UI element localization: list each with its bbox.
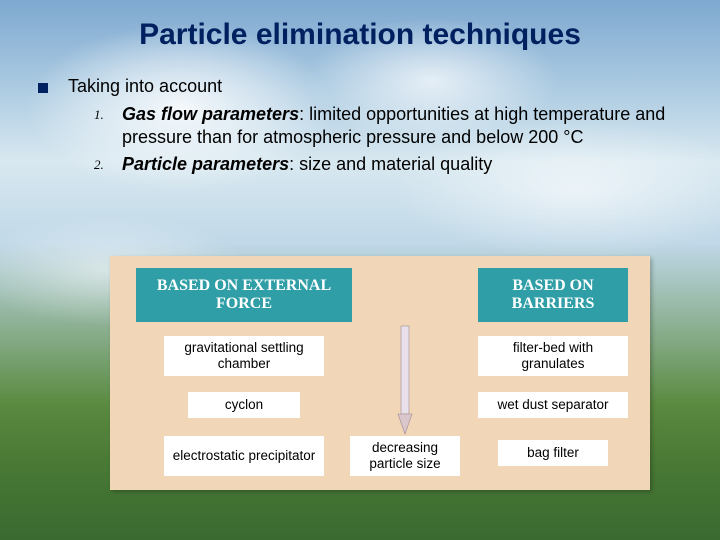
cell-wet-separator: wet dust separator <box>478 392 628 418</box>
cell-bag-filter: bag filter <box>498 440 608 466</box>
cell-gravitational: gravitational settling chamber <box>164 336 324 376</box>
bullet-row: Taking into account <box>38 76 690 97</box>
slide-title: Particle elimination techniques <box>0 18 720 52</box>
cell-electrostatic: electrostatic precipitator <box>164 436 324 476</box>
lead-text: Taking into account <box>68 76 222 97</box>
bullet-square-icon <box>38 83 48 93</box>
arrow-head <box>398 414 412 434</box>
sub-text-2: Particle parameters: size and material q… <box>122 153 492 176</box>
slide: Particle elimination techniques Taking i… <box>0 0 720 540</box>
head-barriers: BASED ON BARRIERS <box>478 268 628 322</box>
cell-filter-bed: filter-bed with granulates <box>478 336 628 376</box>
term-1: Gas flow parameters <box>122 104 299 124</box>
sub-text-1: Gas flow parameters: limited opportuniti… <box>122 103 690 149</box>
cell-cyclon: cyclon <box>188 392 300 418</box>
diagram-panel: BASED ON EXTERNAL FORCE BASED ON BARRIER… <box>110 256 650 490</box>
content-area: Taking into account 1. Gas flow paramete… <box>38 76 690 180</box>
cell-decreasing-size: decreasing particle size <box>350 436 460 476</box>
term-2: Particle parameters <box>122 154 289 174</box>
sub-item-1: 1. Gas flow parameters: limited opportun… <box>94 103 690 149</box>
arrow-shaft <box>401 326 409 414</box>
sub-num-1: 1. <box>94 103 122 123</box>
rest-2: : size and material quality <box>289 154 492 174</box>
head-external-force: BASED ON EXTERNAL FORCE <box>136 268 352 322</box>
sub-num-2: 2. <box>94 153 122 173</box>
down-arrow-icon <box>398 326 412 434</box>
sub-list: 1. Gas flow parameters: limited opportun… <box>94 103 690 176</box>
sub-item-2: 2. Particle parameters: size and materia… <box>94 153 690 176</box>
